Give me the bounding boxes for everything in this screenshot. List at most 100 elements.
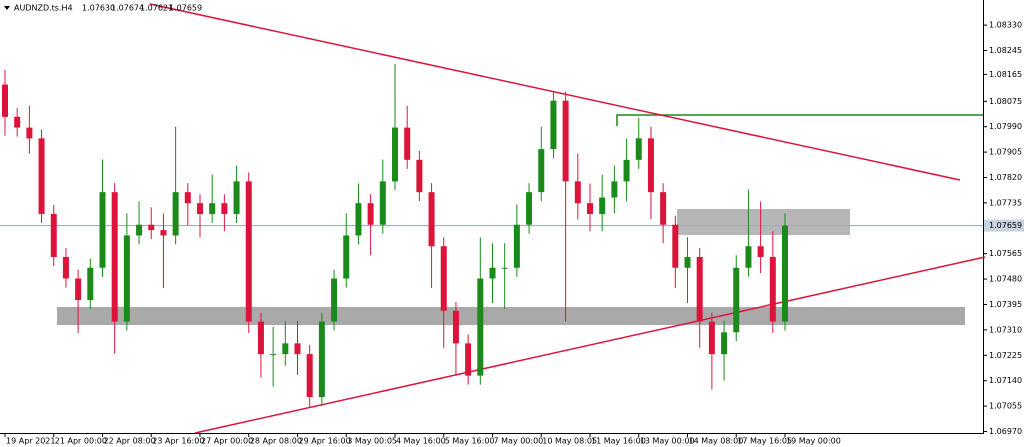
- header-high: 1.07674: [111, 4, 144, 13]
- candle-body: [721, 332, 728, 355]
- x-tick-label: 23 Apr 16:00: [152, 437, 204, 446]
- candle-body: [550, 100, 557, 150]
- candle-body: [526, 192, 533, 225]
- candle-body: [745, 246, 752, 268]
- x-tick-label: 4 May 16:00: [396, 437, 446, 446]
- candle-body: [75, 278, 82, 301]
- candle-body: [660, 192, 667, 225]
- symbol: AUDNZD.ts.H4: [14, 4, 73, 13]
- candle-body: [708, 321, 715, 355]
- candle-body: [172, 192, 179, 236]
- candle-body: [574, 181, 581, 204]
- candle-body: [148, 224, 155, 231]
- candle-body: [465, 343, 472, 376]
- candle-body: [562, 100, 569, 182]
- candle-body: [87, 267, 94, 301]
- y-tick-label: 1.08330: [989, 21, 1022, 30]
- candle-body: [587, 203, 593, 214]
- candle-body: [696, 256, 703, 322]
- y-tick-label: 1.07310: [989, 325, 1022, 334]
- x-tick-label: 5 May 16:00: [445, 437, 495, 446]
- x-tick-label: 19 May 00:00: [786, 437, 841, 446]
- candle-body: [99, 192, 106, 268]
- candle-body: [623, 159, 630, 182]
- x-tick-label: 14 May 08:00: [689, 437, 744, 446]
- x-tick-label: 19 Apr 2021: [6, 437, 55, 446]
- candle-body: [14, 116, 21, 128]
- x-tick-label: 17 May 16:05: [737, 437, 792, 446]
- x-tick-label: 29 Apr 16:00: [299, 437, 351, 446]
- candle-body: [318, 321, 325, 398]
- candle-body: [282, 343, 289, 355]
- y-tick-label: 1.08245: [989, 46, 1022, 55]
- candle-body: [538, 149, 545, 193]
- level-line: [616, 114, 983, 126]
- candle-body: [428, 192, 435, 247]
- candle-body: [270, 354, 277, 356]
- candle-body: [209, 203, 216, 214]
- header-low: 1.07621: [140, 4, 173, 13]
- candle-body: [331, 278, 338, 322]
- candle-body: [782, 225, 788, 322]
- y-tick-label: 1.07820: [989, 173, 1022, 182]
- x-tick-label: 22 Apr 08:00: [104, 437, 156, 446]
- y-tick-label: 1.07140: [989, 376, 1022, 385]
- candle-body: [221, 203, 228, 214]
- candle-body: [306, 354, 313, 398]
- candle-body: [50, 213, 57, 257]
- candle-body: [501, 267, 508, 269]
- last-price-box: [984, 219, 1024, 232]
- candle-body: [611, 181, 618, 198]
- x-tick-label: 13 May 00:00: [640, 437, 695, 446]
- candle-body: [184, 192, 191, 204]
- y-tick-label: 1.07565: [989, 249, 1022, 258]
- y-tick-label: 1.07225: [989, 351, 1022, 360]
- candle-body: [123, 235, 130, 322]
- y-tick-label: 1.08165: [989, 70, 1022, 79]
- last-price-label: 1.07659: [989, 221, 1022, 230]
- candle-body: [769, 256, 776, 322]
- candles: [2, 63, 788, 408]
- candle-body: [672, 224, 679, 268]
- candle-body: [757, 246, 764, 257]
- candle-body: [160, 230, 167, 236]
- candle-body: [379, 181, 386, 225]
- x-tick-label: 11 May 16:00: [591, 437, 646, 446]
- candle-body: [197, 203, 203, 214]
- candle-body: [2, 84, 8, 117]
- y-tick-label: 1.07735: [989, 198, 1022, 207]
- candle-body: [367, 203, 374, 225]
- y-tick-label: 1.07905: [989, 148, 1022, 157]
- x-tick-label: 21 Apr 00:00: [55, 437, 107, 446]
- candle-body: [343, 235, 350, 279]
- candle-body: [416, 159, 423, 193]
- candle-body: [355, 203, 362, 236]
- y-tick-label: 1.08075: [989, 97, 1022, 106]
- x-tick-label: 7 May 00:00: [494, 437, 544, 446]
- candle-body: [489, 267, 496, 279]
- candle-body: [635, 138, 642, 160]
- lower-trendline: [194, 256, 986, 434]
- candle-body: [440, 246, 447, 311]
- x-tick-label: 3 May 00:05: [347, 437, 397, 446]
- y-tick-label: 1.07990: [989, 122, 1022, 131]
- support-zone: [57, 307, 965, 325]
- candle-body: [38, 138, 45, 214]
- candle-body: [245, 181, 252, 322]
- candle-body: [392, 127, 398, 182]
- y-tick-label: 1.07395: [989, 300, 1022, 309]
- x-tick-label: 10 May 08:05: [542, 437, 597, 446]
- candle-body: [257, 321, 264, 355]
- candle-body: [477, 278, 484, 376]
- header-open: 1.07630: [82, 4, 115, 13]
- x-tick-label: 28 Apr 08:00: [250, 437, 302, 446]
- upper-trendline: [149, 3, 961, 181]
- candle-body: [136, 224, 143, 236]
- candle-body: [513, 224, 520, 268]
- y-tick-label: 1.07480: [989, 275, 1022, 284]
- resistance-zone: [677, 209, 850, 235]
- header-close: 1.07659: [169, 4, 202, 13]
- candle-body: [733, 267, 740, 333]
